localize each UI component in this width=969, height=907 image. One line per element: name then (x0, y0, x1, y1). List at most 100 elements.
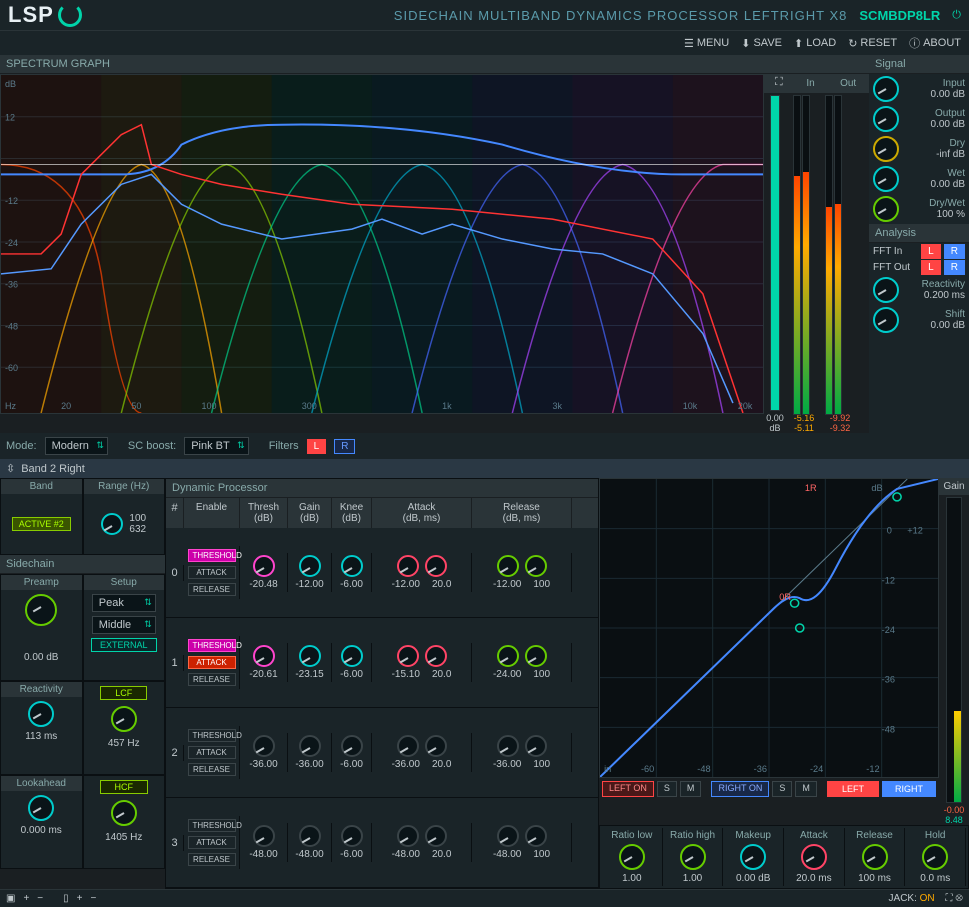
setup-src-dropdown[interactable]: Middle (92, 616, 156, 634)
dyn-threshold-btn-3[interactable]: THRESHOLD (188, 819, 236, 832)
setup-mode-dropdown[interactable]: Peak (92, 594, 156, 612)
dyn-thresh-knob-0[interactable] (253, 555, 275, 577)
footer-minus-2[interactable]: − (91, 893, 97, 904)
dyn-threshold-btn-0[interactable]: THRESHOLD (188, 549, 236, 562)
hcf-knob[interactable] (111, 800, 137, 826)
dyn-rel-db-knob-0[interactable] (497, 555, 519, 577)
footer-icon-1[interactable]: ▣ (6, 893, 15, 904)
dynamics-graph[interactable]: 1R 0R in -60 -48 -36 -24 -12 dB 0 +12 -1… (599, 478, 939, 778)
dyn-release-btn-3[interactable]: RELEASE (188, 853, 236, 866)
dyn-rel-ms-knob-3[interactable] (525, 825, 547, 847)
attack-knob[interactable] (801, 844, 827, 870)
dyn-rel-ms-knob-0[interactable] (525, 555, 547, 577)
makeup-knob[interactable] (740, 844, 766, 870)
dyn-thresh-knob-1[interactable] (253, 645, 275, 667)
dyn-gain-knob-3[interactable] (299, 825, 321, 847)
hcf-badge[interactable]: HCF (100, 780, 149, 794)
dyn-thresh-knob-2[interactable] (253, 735, 275, 757)
dyn-rel-db-knob-3[interactable] (497, 825, 519, 847)
about-button[interactable]: ⓘ ABOUT (909, 35, 961, 51)
dyn-attack-btn-1[interactable]: ATTACK (188, 656, 236, 669)
dyn-atk-ms-knob-3[interactable] (425, 825, 447, 847)
dyn-rel-ms-knob-2[interactable] (525, 735, 547, 757)
signal-knob-3[interactable] (873, 166, 899, 192)
dyn-threshold-btn-1[interactable]: THRESHOLD (188, 639, 236, 652)
footer-icon-2[interactable]: ▯ (63, 893, 69, 904)
signal-knob-1[interactable] (873, 106, 899, 132)
zoom-icon[interactable]: ⛶ (770, 76, 788, 91)
hold-knob[interactable] (922, 844, 948, 870)
fft-out-l[interactable]: L (921, 260, 941, 275)
dyn-rel-db-knob-1[interactable] (497, 645, 519, 667)
graph-left-s[interactable]: S (657, 781, 677, 797)
dyn-attack-btn-0[interactable]: ATTACK (188, 566, 236, 579)
save-button[interactable]: ⬇ SAVE (741, 35, 782, 51)
mode-dropdown[interactable]: Modern (45, 437, 108, 455)
active-badge[interactable]: ACTIVE #2 (12, 517, 71, 531)
footer-expand-icon[interactable]: ⛶ (945, 893, 952, 904)
filters-r-button[interactable]: R (334, 439, 355, 454)
dyn-release-btn-1[interactable]: RELEASE (188, 673, 236, 686)
footer-minus-1[interactable]: − (37, 893, 43, 904)
lcf-knob[interactable] (111, 706, 137, 732)
footer-close-icon[interactable]: ⊗ (955, 893, 963, 904)
release-knob[interactable] (862, 844, 888, 870)
dyn-thresh-knob-3[interactable] (253, 825, 275, 847)
spectrum-graph[interactable]: dB 12 -12 -24 -36 -48 -60 Hz 20 50 100 3… (0, 74, 764, 414)
external-badge[interactable]: EXTERNAL (91, 638, 157, 652)
dyn-gain-knob-1[interactable] (299, 645, 321, 667)
dyn-threshold-btn-2[interactable]: THRESHOLD (188, 729, 236, 742)
lookahead-knob[interactable] (28, 795, 54, 821)
dyn-release-btn-0[interactable]: RELEASE (188, 583, 236, 596)
dyn-knee-knob-1[interactable] (341, 645, 363, 667)
graph-left-on[interactable]: LEFT ON (602, 781, 654, 797)
dyn-rel-db-knob-2[interactable] (497, 735, 519, 757)
dyn-atk-ms-knob-2[interactable] (425, 735, 447, 757)
signal-knob-0[interactable] (873, 76, 899, 102)
dyn-knee-knob-3[interactable] (341, 825, 363, 847)
graph-right-btn[interactable]: RIGHT (882, 781, 936, 797)
dyn-attack-btn-2[interactable]: ATTACK (188, 746, 236, 759)
dyn-atk-db-knob-0[interactable] (397, 555, 419, 577)
signal-knob-4[interactable] (873, 196, 899, 222)
sc-reactivity-knob[interactable] (28, 701, 54, 727)
scboost-dropdown[interactable]: Pink BT (184, 437, 249, 455)
load-button[interactable]: ⬆ LOAD (794, 35, 836, 51)
collapse-icon[interactable]: ⇳ (6, 462, 15, 475)
range-knob[interactable] (101, 513, 123, 535)
shift-knob[interactable] (873, 307, 899, 333)
reactivity-knob[interactable] (873, 277, 899, 303)
dyn-atk-ms-knob-0[interactable] (425, 555, 447, 577)
dyn-rel-ms-knob-1[interactable] (525, 645, 547, 667)
dyn-knee-knob-0[interactable] (341, 555, 363, 577)
graph-right-s[interactable]: S (772, 781, 792, 797)
footer-plus-2[interactable]: + (77, 893, 83, 904)
fft-in-l[interactable]: L (921, 244, 941, 259)
ratio-high-knob[interactable] (680, 844, 706, 870)
dyn-attack-btn-3[interactable]: ATTACK (188, 836, 236, 849)
dyn-gain-knob-0[interactable] (299, 555, 321, 577)
ratio-low-knob[interactable] (619, 844, 645, 870)
fft-out-r[interactable]: R (944, 260, 965, 275)
signal-knob-2[interactable] (873, 136, 899, 162)
dyn-atk-ms-knob-1[interactable] (425, 645, 447, 667)
graph-left-btn[interactable]: LEFT (827, 781, 879, 797)
graph-left-m[interactable]: M (680, 781, 702, 797)
filters-l-button[interactable]: L (307, 439, 327, 454)
dyn-atk-db-knob-1[interactable] (397, 645, 419, 667)
reset-button[interactable]: ↻ RESET (848, 35, 897, 51)
menu-button[interactable]: ☰ MENU (684, 35, 729, 51)
graph-right-m[interactable]: M (795, 781, 817, 797)
fft-in-r[interactable]: R (944, 244, 965, 259)
dyn-atk-db-knob-2[interactable] (397, 735, 419, 757)
dyn-release-btn-2[interactable]: RELEASE (188, 763, 236, 776)
graph-right-on[interactable]: RIGHT ON (711, 781, 769, 797)
power-icon[interactable]: ⏻ (952, 9, 961, 22)
preamp-knob[interactable] (25, 594, 57, 626)
svg-text:-36: -36 (754, 764, 767, 774)
dyn-knee-knob-2[interactable] (341, 735, 363, 757)
lcf-badge[interactable]: LCF (100, 686, 147, 700)
footer-plus-1[interactable]: + (23, 893, 29, 904)
dyn-gain-knob-2[interactable] (299, 735, 321, 757)
dyn-atk-db-knob-3[interactable] (397, 825, 419, 847)
